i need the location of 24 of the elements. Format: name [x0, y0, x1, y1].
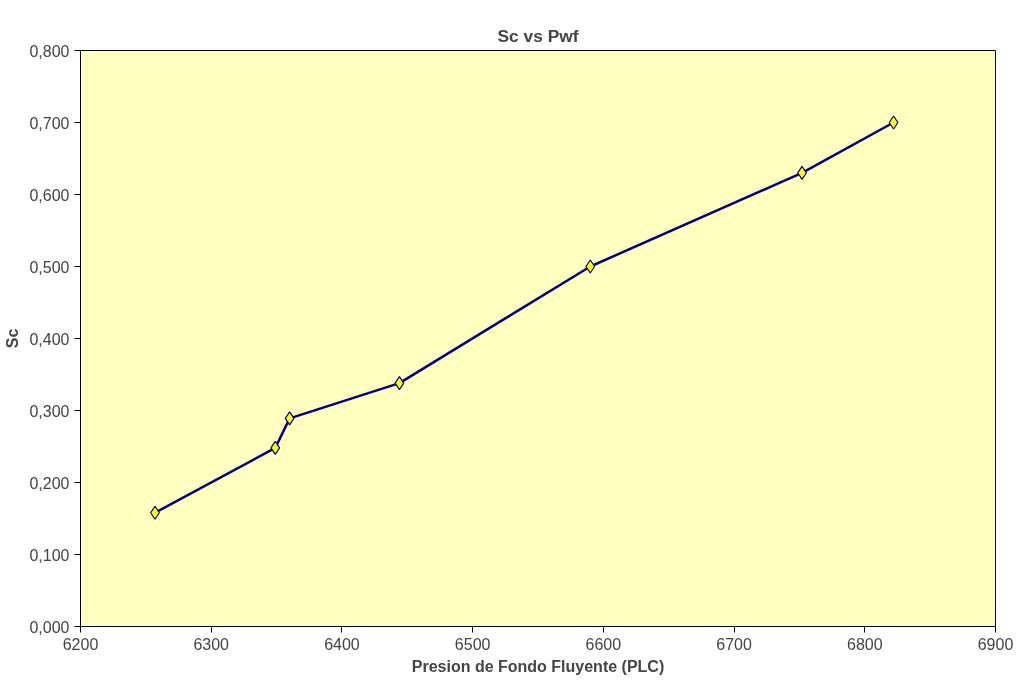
x-tick-label: 6500 [454, 635, 491, 653]
y-tick-label: 0,800 [29, 42, 70, 60]
x-tick-label: 6700 [716, 635, 752, 653]
y-tick-label: 0,400 [29, 330, 70, 348]
y-tick-label: 0,700 [29, 114, 70, 132]
y-tick-label: 0,100 [29, 546, 70, 564]
point [585, 259, 596, 274]
x-axis-title: Presion de Fondo Fluyente (PLC) [411, 657, 665, 675]
point [284, 411, 295, 426]
chart-title: Sc vs Pwf [497, 25, 579, 46]
x-tick-label: 6300 [193, 635, 230, 653]
y-tick-label: 0,000 [29, 618, 70, 636]
y-tick-label: 0,500 [29, 258, 70, 276]
x-tick-label: 6900 [977, 635, 1014, 653]
point [394, 376, 405, 391]
x-tick-label: 6600 [585, 635, 622, 653]
x-tick-label: 6200 [62, 635, 99, 653]
x-tick-label: 6800 [846, 635, 883, 653]
y-tick-label: 0,300 [29, 402, 70, 420]
point [888, 115, 899, 130]
y-tick-label: 0,600 [29, 186, 70, 204]
y-axis-title: Sc [4, 328, 22, 349]
x-tick-label: 6400 [324, 635, 360, 653]
y-tick-label: 0,200 [29, 474, 70, 492]
